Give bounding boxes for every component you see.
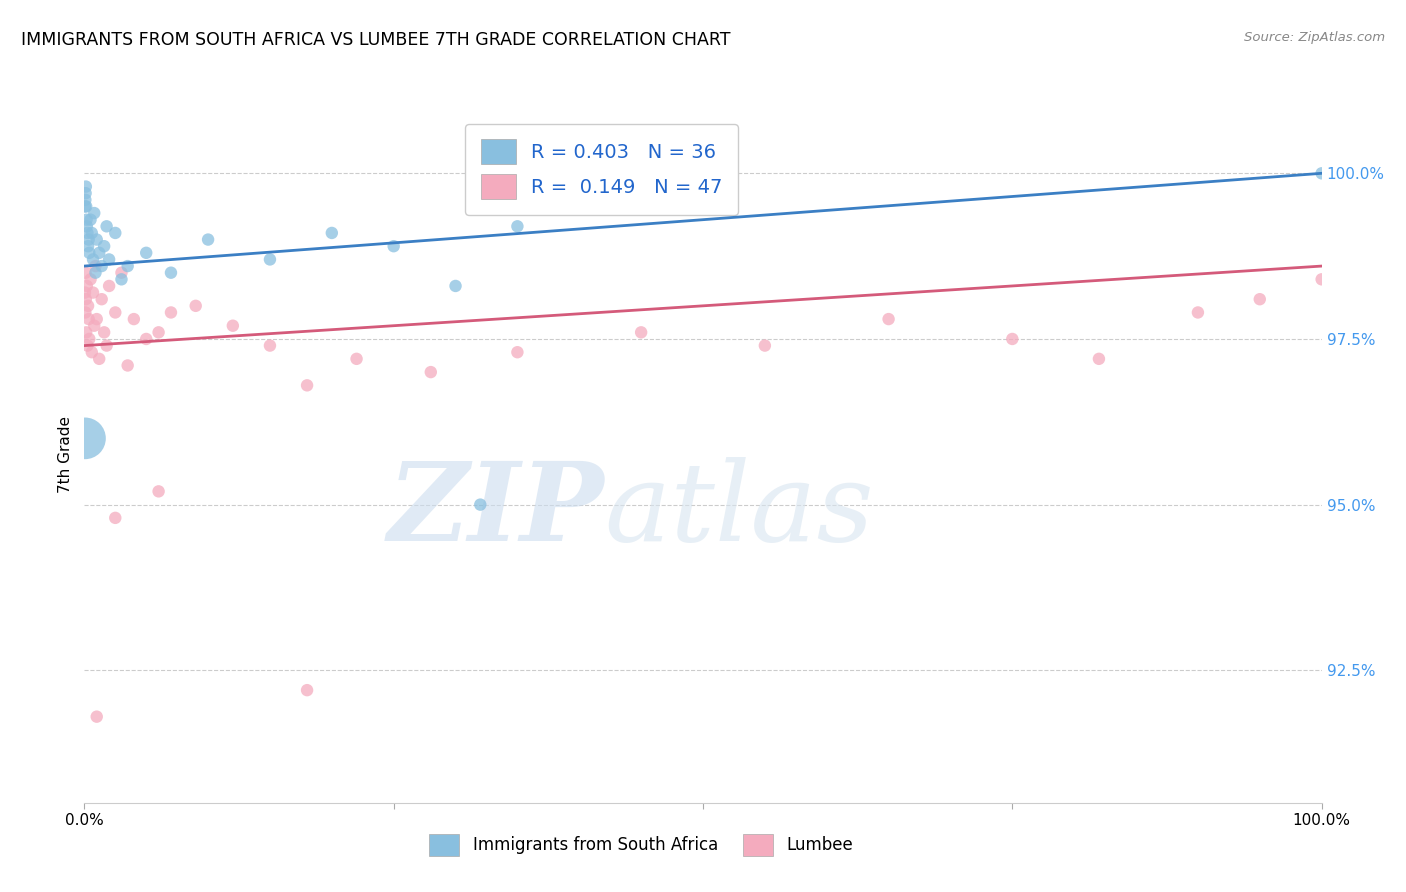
Y-axis label: 7th Grade: 7th Grade: [58, 417, 73, 493]
Point: [75, 292, 97, 306]
Point: [98, 279, 121, 293]
Point: [222, 318, 245, 333]
Point: [1310, 166, 1333, 180]
Legend: Immigrants from South Africa, Lumbee: Immigrants from South Africa, Lumbee: [420, 826, 862, 864]
Point: [75, 326, 97, 340]
Point: [75, 186, 97, 201]
Point: [630, 326, 652, 340]
Point: [259, 252, 281, 267]
Point: [76, 338, 98, 352]
Point: [382, 239, 405, 253]
Point: [84, 259, 107, 273]
Point: [104, 511, 127, 525]
Point: [122, 312, 145, 326]
Point: [1001, 332, 1024, 346]
Point: [506, 219, 529, 234]
Point: [110, 266, 132, 280]
Point: [1310, 272, 1333, 286]
Point: [75, 199, 97, 213]
Point: [75, 266, 97, 280]
Point: [754, 338, 776, 352]
Point: [98, 252, 121, 267]
Point: [1187, 305, 1209, 319]
Point: [80, 226, 103, 240]
Point: [470, 498, 492, 512]
Point: [86, 312, 108, 326]
Point: [76, 219, 98, 234]
Point: [77, 312, 100, 326]
Point: [96, 338, 118, 352]
Point: [259, 338, 281, 352]
Point: [117, 359, 139, 373]
Point: [160, 305, 183, 319]
Point: [93, 239, 115, 253]
Point: [79, 332, 101, 346]
Point: [148, 484, 170, 499]
Point: [77, 239, 100, 253]
Point: [79, 212, 101, 227]
Point: [506, 345, 529, 359]
Point: [117, 259, 139, 273]
Point: [160, 266, 183, 280]
Point: [73, 199, 96, 213]
Point: [93, 326, 115, 340]
Point: [73, 431, 96, 445]
Point: [419, 365, 441, 379]
Point: [184, 299, 207, 313]
Point: [346, 351, 368, 366]
Point: [104, 305, 127, 319]
Point: [83, 206, 105, 220]
Point: [76, 212, 98, 227]
Point: [76, 226, 98, 240]
Point: [86, 709, 108, 723]
Point: [82, 285, 104, 300]
Point: [295, 378, 318, 392]
Point: [84, 266, 107, 280]
Point: [321, 226, 343, 240]
Point: [82, 252, 104, 267]
Point: [1088, 351, 1111, 366]
Text: ZIP: ZIP: [388, 457, 605, 565]
Text: atlas: atlas: [605, 457, 873, 565]
Point: [86, 233, 108, 247]
Point: [89, 245, 111, 260]
Text: IMMIGRANTS FROM SOUTH AFRICA VS LUMBEE 7TH GRADE CORRELATION CHART: IMMIGRANTS FROM SOUTH AFRICA VS LUMBEE 7…: [21, 31, 731, 49]
Point: [73, 285, 96, 300]
Point: [444, 279, 467, 293]
Point: [75, 179, 97, 194]
Point: [135, 245, 157, 260]
Point: [104, 226, 127, 240]
Point: [295, 683, 318, 698]
Point: [197, 233, 219, 247]
Point: [77, 299, 100, 313]
Point: [79, 245, 101, 260]
Point: [80, 345, 103, 359]
Point: [148, 326, 170, 340]
Point: [79, 272, 101, 286]
Point: [1249, 292, 1271, 306]
Point: [110, 272, 132, 286]
Point: [75, 193, 97, 207]
Point: [76, 279, 98, 293]
Point: [135, 332, 157, 346]
Point: [96, 219, 118, 234]
Point: [75, 305, 97, 319]
Point: [89, 351, 111, 366]
Point: [90, 292, 112, 306]
Point: [877, 312, 900, 326]
Point: [90, 259, 112, 273]
Point: [83, 318, 105, 333]
Point: [77, 233, 100, 247]
Text: Source: ZipAtlas.com: Source: ZipAtlas.com: [1244, 31, 1385, 45]
